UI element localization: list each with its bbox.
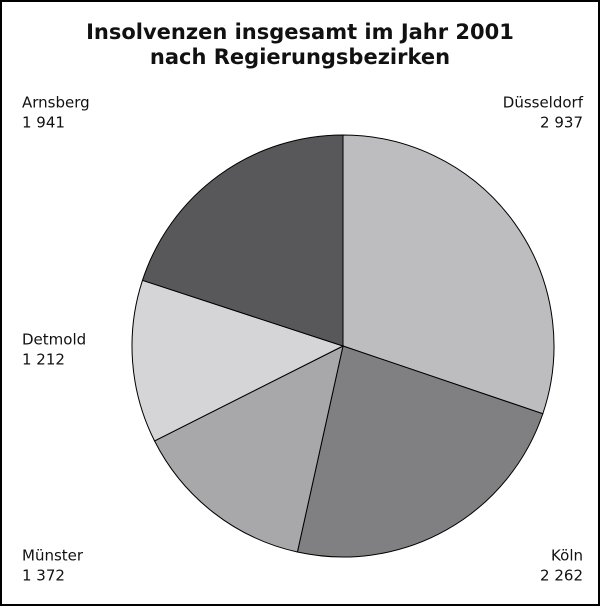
value-label: 2 937 [540, 114, 583, 132]
chart-title: Insolvenzen insgesamt im Jahr 2001 [86, 20, 514, 44]
slice-label: Detmold [22, 331, 86, 349]
slice-label: Münster [22, 547, 84, 565]
slice-label: Arnsberg [22, 94, 90, 112]
pie-slice [153, 345, 344, 553]
value-label: 1 212 [22, 351, 65, 369]
pie-slice [131, 279, 345, 442]
slice-label: Düsseldorf [503, 94, 584, 112]
value-label: 1 372 [22, 567, 65, 585]
pie-slice [296, 345, 544, 558]
value-label: 2 262 [540, 567, 583, 585]
slice-label: Köln [551, 547, 583, 565]
pie-slice [141, 134, 344, 347]
chart-subtitle: nach Regierungsbezirken [150, 45, 450, 69]
pie-slice [342, 134, 555, 415]
value-label: 1 941 [22, 114, 65, 132]
